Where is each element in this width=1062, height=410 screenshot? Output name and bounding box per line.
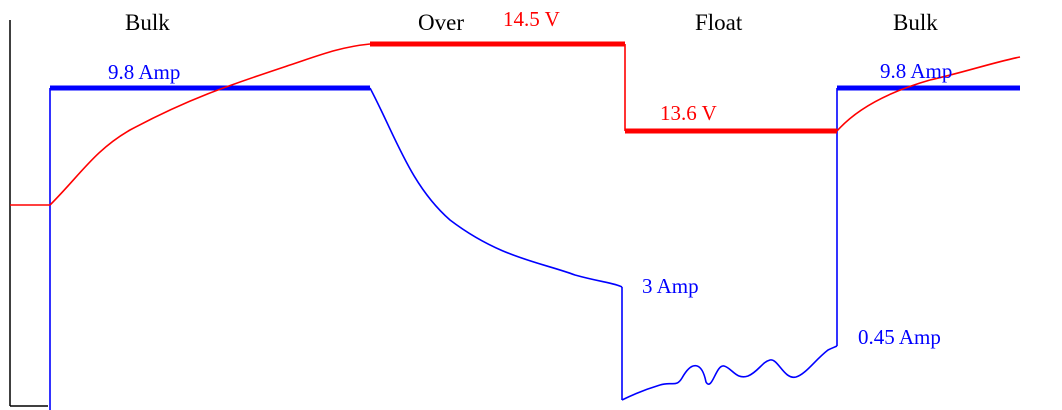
- label-current-float-end: 0.45 Amp: [858, 325, 941, 349]
- label-voltage-float: 13.6 V: [660, 101, 717, 125]
- voltage-bulk-2-rise: [836, 56, 1021, 132]
- label-voltage-over: 14.5 V: [503, 7, 560, 31]
- current-over-decay: [369, 87, 623, 288]
- phase-label-bulk-1: Bulk: [125, 10, 170, 35]
- label-current-bulk-2: 9.8 Amp: [880, 59, 952, 83]
- label-current-over-end: 3 Amp: [642, 274, 699, 298]
- phase-label-float: Float: [695, 10, 743, 35]
- voltage-bulk-1-rise: [49, 43, 371, 206]
- phase-label-over: Over: [418, 10, 464, 35]
- label-current-bulk-1: 9.8 Amp: [108, 60, 180, 84]
- current-float-ripple: [621, 345, 838, 401]
- phase-label-bulk-2: Bulk: [893, 10, 938, 35]
